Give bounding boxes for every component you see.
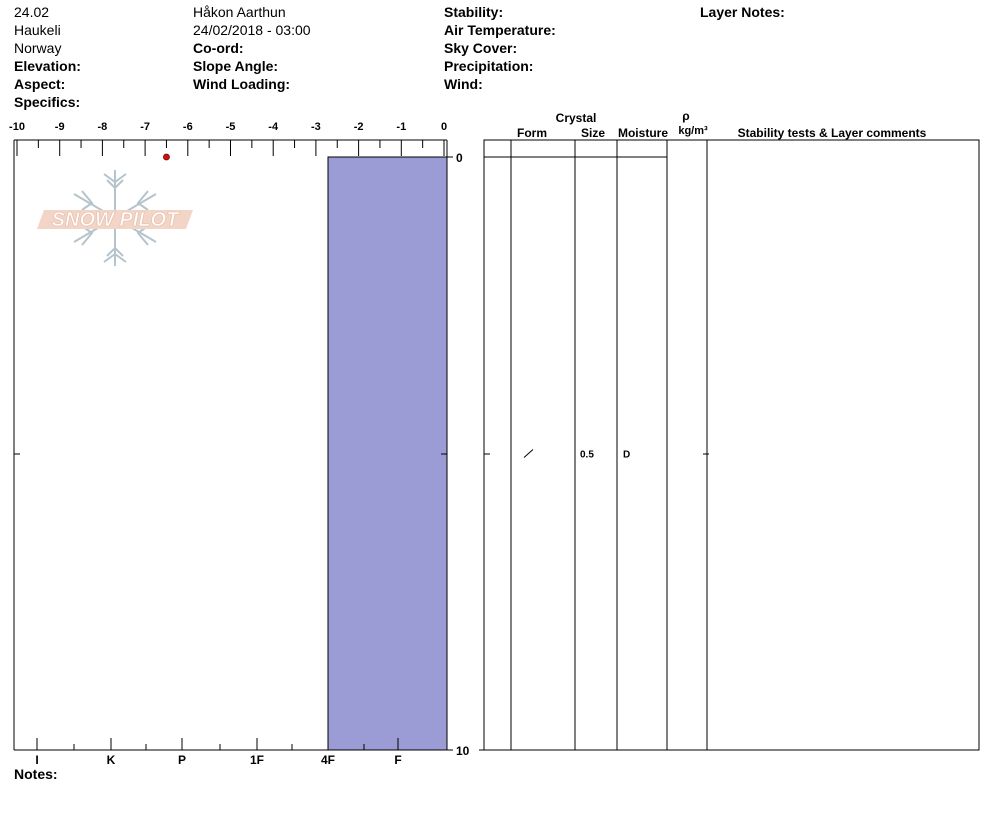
temp-tick-label: -4 — [268, 121, 279, 133]
elevation-label: Elevation: — [14, 58, 81, 74]
depth-label: 0 — [456, 151, 463, 165]
hardness-tick-label: 1F — [250, 753, 264, 767]
layer-size-value: 0.5 — [580, 450, 594, 461]
aspect-label: Aspect: — [14, 76, 66, 92]
temp-tick-label: -2 — [354, 121, 364, 133]
hardness-tick-label: I — [35, 753, 38, 767]
crystal-header: Crystal — [556, 111, 597, 125]
layer-rows: 0.5 D — [523, 449, 630, 461]
location-name: Haukeli — [14, 22, 61, 38]
temperature-axis: -10 -9 -8 -7 -6 -5 -4 -3 -2 -1 0 — [9, 121, 447, 156]
precipitation-label: Precipitation: — [444, 58, 534, 74]
crystal-form-symbol — [523, 449, 534, 458]
slope-angle-label: Slope Angle: — [193, 58, 279, 74]
watermark-banner — [37, 210, 193, 229]
temperature-point — [163, 153, 170, 161]
watermark-text: SNOW PILOT — [52, 209, 180, 231]
hardness-tick-label: K — [107, 753, 116, 767]
layer-notes-label: Layer Notes: — [700, 4, 785, 20]
temp-tick-label: 0 — [441, 121, 447, 133]
hardness-tick-label: P — [178, 753, 186, 767]
hardness-axis: I K P 1F 4F F — [35, 738, 402, 767]
temp-tick-label: -5 — [226, 121, 236, 133]
comments-header: Stability tests & Layer comments — [738, 126, 927, 140]
temp-tick-label: -10 — [9, 121, 25, 133]
form-header: Form — [517, 126, 547, 140]
snowpilot-watermark: SNOW PILOT — [37, 170, 193, 266]
specifics-label: Specifics: — [14, 94, 81, 110]
layer-table: Crystal Form Size Moisture ρ kg/m³ Stabi… — [479, 109, 980, 751]
temperature-points — [163, 153, 170, 161]
temp-tick-label: -8 — [98, 121, 108, 133]
density-rho-header: ρ — [682, 109, 689, 123]
wind-label: Wind: — [444, 76, 483, 92]
sky-cover-label: Sky Cover: — [444, 40, 518, 56]
hardness-tick-label: F — [394, 753, 401, 767]
hardness-tick-label: 4F — [321, 753, 335, 767]
temp-tick-label: -6 — [183, 121, 193, 133]
notes-label: Notes: — [14, 766, 58, 782]
country-name: Norway — [14, 40, 62, 56]
size-header: Size — [581, 126, 605, 140]
layer-hardness-bar — [327, 156, 448, 751]
temp-tick-label: -7 — [140, 121, 150, 133]
coord-label: Co-ord: — [193, 40, 244, 56]
temp-tick-label: -3 — [311, 121, 321, 133]
temp-tick-label: -1 — [396, 121, 406, 133]
profile-date: 24.02 — [14, 4, 50, 20]
depth-axis: 0 10 — [456, 151, 470, 758]
stability-label: Stability: — [444, 4, 504, 20]
moisture-header: Moisture — [618, 126, 668, 140]
table-frame — [483, 139, 980, 751]
depth-label: 10 — [456, 744, 470, 758]
observation-datetime: 24/02/2018 - 03:00 — [193, 22, 311, 38]
observer-name: Håkon Aarthun — [193, 4, 286, 20]
air-temperature-label: Air Temperature: — [444, 22, 556, 38]
wind-loading-label: Wind Loading: — [193, 76, 291, 92]
density-unit-header: kg/m³ — [678, 125, 708, 137]
layer-moisture-value: D — [623, 450, 630, 461]
temp-tick-label: -9 — [55, 121, 65, 133]
